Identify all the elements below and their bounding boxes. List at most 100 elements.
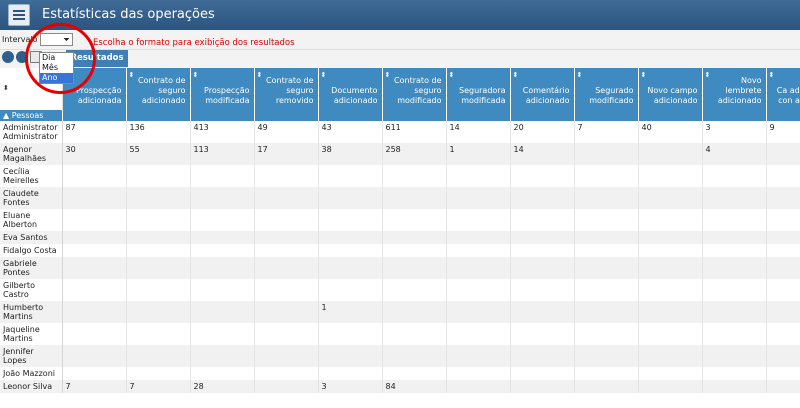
table-cell [446,345,511,367]
person-name: Administrator Administrator [0,121,63,143]
column-header[interactable]: ⬍ Novo lembrete adicionado [702,68,767,110]
table-cell [254,244,319,257]
column-header[interactable]: ⬍ Contrato de seguro adicionado [126,68,191,110]
column-header[interactable]: ⬍ Contrato de seguro removido [254,68,319,110]
table-cell [254,165,319,187]
table-row[interactable]: Cecília Meirelles [0,165,800,187]
table-row[interactable]: Eluane Alberton [0,209,800,231]
column-header[interactable]: ⬍ Prospecção modificada [190,68,255,110]
table-row[interactable]: João Mazzoni [0,367,800,380]
table-cell [574,380,639,393]
table-cell [766,209,800,231]
dropdown-option-mes[interactable]: Mês [42,63,58,72]
table-cell [254,380,319,393]
person-name: João Mazzoni [0,367,63,380]
table-cell [766,257,800,279]
column-header[interactable]: ⬍Ca adicio con alter [766,68,800,110]
table-cell [382,367,447,380]
table-cell [702,301,767,323]
table-row[interactable]: Jaqueline Martins [0,323,800,345]
intervalo-select[interactable] [40,33,73,46]
table-cell [382,231,447,244]
table-cell: 3 [702,121,767,143]
table-cell [190,231,255,244]
table-cell [510,187,575,209]
table-row[interactable]: Jennifer Lopes [0,345,800,367]
table-cell [510,244,575,257]
table-row[interactable]: Claudete Fontes [0,187,800,209]
table-cell: 49 [254,121,319,143]
view-icon[interactable] [2,51,14,63]
table-row[interactable]: Gilberto Castro [0,279,800,301]
group-header-cell [638,110,703,121]
group-header-cell [190,110,255,121]
table-cell [766,165,800,187]
print-icon[interactable] [16,51,28,63]
column-header[interactable]: ⬍ Documento adicionado [318,68,383,110]
table-cell: 1 [318,301,383,323]
table-cell [766,301,800,323]
table-row[interactable]: Leonor Silva 7 7 28 3 84 [0,380,800,393]
table-cell [382,345,447,367]
table-cell [638,165,703,187]
table-cell: 258 [382,143,447,165]
table-cell [62,301,127,323]
table-cell [510,231,575,244]
sort-icon: ⬍ [640,71,647,79]
table-cell [446,257,511,279]
table-cell [446,279,511,301]
table-cell [510,165,575,187]
sort-icon: ⬍ [704,71,711,79]
column-header[interactable]: ⬍ Contrato de seguro modificado [382,68,447,110]
table-cell [318,323,383,345]
group-label[interactable]: ▲ Pessoas [0,110,63,121]
table-cell [574,367,639,380]
column-header-label: Seguradora modificada [458,86,506,105]
table-cell [638,244,703,257]
table-cell: 413 [190,121,255,143]
table-cell [62,165,127,187]
table-cell: 14 [510,143,575,165]
column-header[interactable]: ⬍ Seguradora modificada [446,68,511,110]
table-row[interactable]: Agenor Magalhães 30 55 113 17 38 258 1 14 4 [0,143,800,165]
table-cell [190,345,255,367]
table-cell [382,187,447,209]
table-cell [574,279,639,301]
table-cell [126,345,191,367]
table-cell [510,345,575,367]
group-header-row: ▲ Pessoas [0,110,800,121]
corner-sort[interactable]: ⬍ [0,68,63,110]
table-cell [638,367,703,380]
table-cell [638,143,703,165]
sort-icon: ⬍ [512,71,519,79]
table-cell [318,231,383,244]
table-cell: 14 [446,121,511,143]
table-cell [382,323,447,345]
table-cell: 3 [318,380,383,393]
table-cell: 4 [702,143,767,165]
sort-icon: ⬍ [448,71,455,79]
table-row[interactable]: Eva Santos [0,231,800,244]
table-cell [574,345,639,367]
table-row[interactable]: Humberto Martins 1 [0,301,800,323]
table-cell [638,231,703,244]
intervalo-dropdown[interactable]: Dia Mês Ano [39,52,74,84]
column-header[interactable]: ⬍ Comentário adicionado [510,68,575,110]
column-header[interactable]: ⬍ Segurado modificado [574,68,639,110]
table-cell [190,367,255,380]
table-cell: 9 [766,121,800,143]
dropdown-option-dia[interactable]: Dia [42,53,56,62]
column-header[interactable]: ⬍ Novo campo adicionado [638,68,703,110]
table-row[interactable]: Fidalgo Costa [0,244,800,257]
table-cell: 136 [126,121,191,143]
sort-icon: ⬍ [256,71,263,79]
table-row[interactable]: Gabriele Pontes [0,257,800,279]
table-row[interactable]: Administrator Administrator 87 136 413 49 43 6… [0,121,800,143]
dropdown-option-ano[interactable]: Ano [40,73,73,83]
table-cell [446,380,511,393]
sort-icon: ⬍ [192,71,199,79]
tab-resultados[interactable]: Resultados [66,50,128,67]
group-header-cell [446,110,511,121]
sort-icon: ⬍ [320,71,327,79]
table-cell [702,345,767,367]
